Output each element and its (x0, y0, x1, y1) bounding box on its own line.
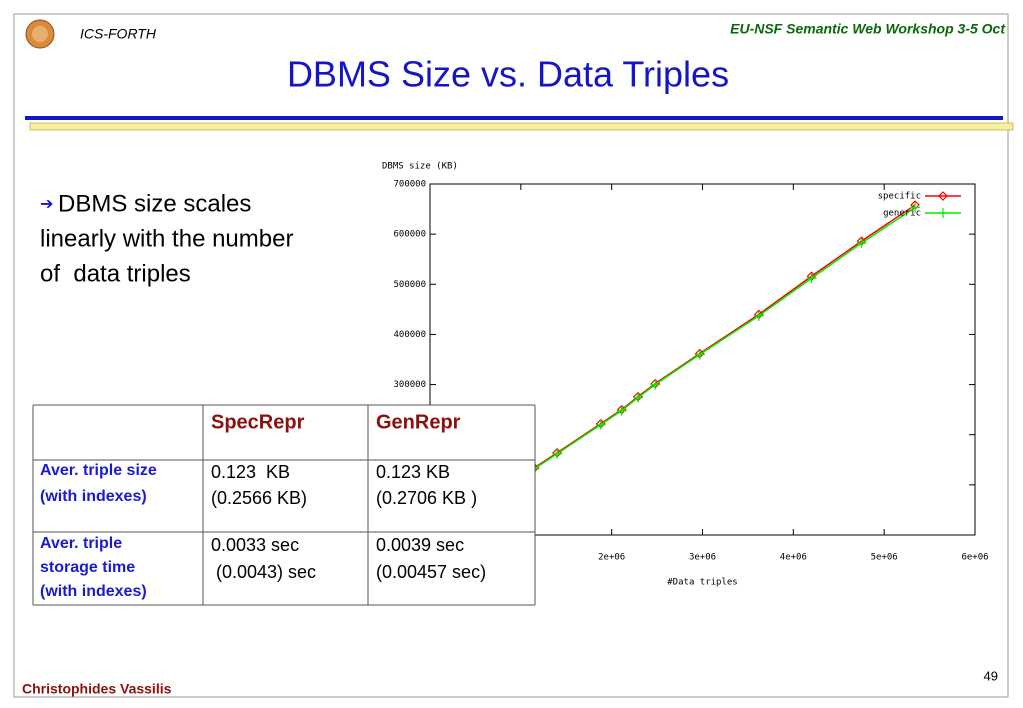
org: ICS-FORTH (80, 26, 157, 42)
row-label: (with indexes) (40, 583, 147, 600)
data-point (694, 349, 705, 360)
cell: (0.2566 KB) (211, 488, 307, 508)
cell: (0.0043) sec (211, 562, 316, 582)
x-axis-label: #Data triples (667, 578, 737, 588)
y-tick-label: 400000 (393, 330, 426, 340)
cell: 0.0039 sec (376, 535, 464, 555)
event: EU-NSF Semantic Web Workshop 3-5 Oct (730, 21, 1006, 37)
x-tick-label: 5e+06 (871, 553, 898, 563)
x-tick-label: 3e+06 (689, 553, 716, 563)
row-label: Aver. triple (40, 535, 122, 552)
data-point (595, 419, 606, 430)
y-tick-label: 500000 (393, 280, 426, 290)
bullet-text: DBMS size scales (58, 190, 251, 217)
column-header: GenRepr (376, 411, 461, 433)
cell: 0.123 KB (211, 462, 290, 482)
bullet-text: of data triples (40, 260, 191, 287)
cell: 0.0033 sec (211, 535, 299, 555)
accent-bar (29, 122, 1014, 131)
y-tick-label: 600000 (393, 230, 426, 240)
y-axis-label: DBMS size (KB) (382, 162, 458, 172)
logo-inner (32, 26, 48, 42)
row-label: (with indexes) (40, 488, 147, 505)
data-point (650, 379, 661, 390)
data-point (552, 448, 563, 459)
bullet-arrow: ➔ (40, 196, 53, 213)
table: SpecRepr GenRepr Aver. triple size (with… (32, 404, 536, 606)
column-header: SpecRepr (211, 411, 305, 433)
author: Christophides Vassilis (22, 681, 172, 697)
x-tick-label: 4e+06 (780, 553, 807, 563)
cell: (0.2706 KB ) (376, 488, 477, 508)
data-point (633, 392, 644, 403)
data-point (910, 202, 921, 213)
y-tick-label: 700000 (393, 180, 426, 190)
y-tick-label: 300000 (393, 380, 426, 390)
row-label: Aver. triple size (40, 462, 157, 479)
cell: 0.123 KB (376, 462, 450, 482)
data-point (806, 273, 817, 284)
x-tick-label: 6e+06 (961, 553, 988, 563)
title-rule (25, 116, 1003, 120)
bullet-text: linearly with the number (40, 225, 293, 252)
table-bg (33, 405, 535, 605)
row-label: storage time (40, 559, 135, 576)
data-point (856, 238, 867, 249)
data-point (616, 405, 627, 416)
data-point (753, 310, 764, 321)
cell: (0.00457 sec) (376, 562, 486, 582)
slide-frame (13, 13, 1009, 698)
legend-label: generic (883, 209, 921, 219)
slide-title: DBMS Size vs. Data Triples (287, 54, 729, 95)
page-number: 49 (984, 668, 998, 683)
legend-marker (938, 208, 948, 218)
legend-label: specific (878, 192, 921, 202)
legend-marker (938, 191, 948, 201)
x-tick-label: 2e+06 (598, 553, 625, 563)
